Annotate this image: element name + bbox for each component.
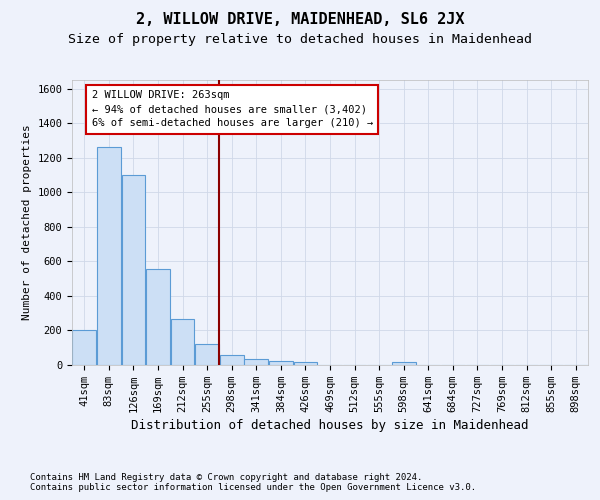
Bar [97, 146, 121, 365]
Bar [392, 362, 416, 365]
Bar [146, 269, 170, 365]
Bar [170, 319, 194, 365]
Bar [195, 344, 219, 365]
Y-axis label: Number of detached properties: Number of detached properties [22, 124, 32, 320]
Text: Contains HM Land Registry data © Crown copyright and database right 2024.: Contains HM Land Registry data © Crown c… [30, 474, 422, 482]
Text: 2, WILLOW DRIVE, MAIDENHEAD, SL6 2JX: 2, WILLOW DRIVE, MAIDENHEAD, SL6 2JX [136, 12, 464, 28]
Text: Contains public sector information licensed under the Open Government Licence v3: Contains public sector information licen… [30, 484, 476, 492]
Text: 2 WILLOW DRIVE: 263sqm
← 94% of detached houses are smaller (3,402)
6% of semi-d: 2 WILLOW DRIVE: 263sqm ← 94% of detached… [92, 90, 373, 128]
Bar [244, 359, 268, 365]
Bar [73, 330, 96, 365]
Bar [269, 360, 293, 365]
X-axis label: Distribution of detached houses by size in Maidenhead: Distribution of detached houses by size … [131, 419, 529, 432]
Bar [220, 354, 244, 365]
Text: Size of property relative to detached houses in Maidenhead: Size of property relative to detached ho… [68, 32, 532, 46]
Bar [122, 175, 145, 365]
Bar [293, 362, 317, 365]
